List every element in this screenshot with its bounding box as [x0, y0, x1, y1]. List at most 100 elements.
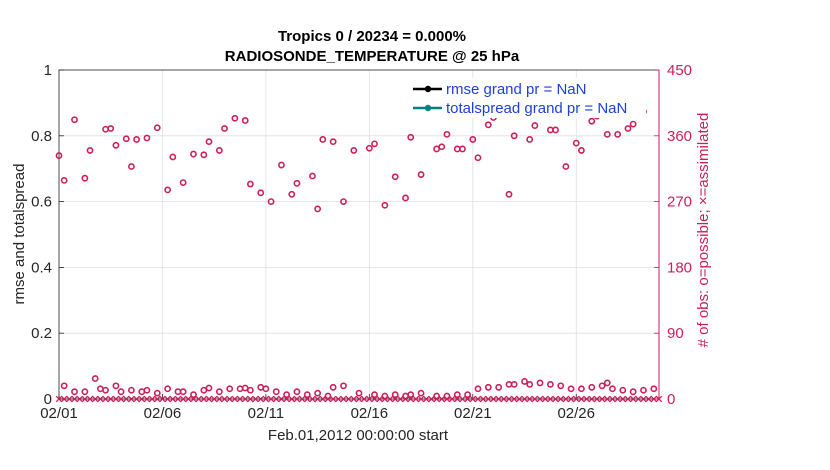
possible-small-point-63	[650, 385, 658, 393]
assimilated-point-80	[469, 395, 477, 403]
y-axis-left: 0 0.2 0.4 0.6 0.8 1	[31, 62, 64, 408]
possible-large-point-6	[107, 125, 115, 132]
possible-large-point-34	[350, 147, 358, 154]
y-left-tick-label-1: 0.2	[31, 325, 52, 342]
y-right-tick-label-1: 90	[667, 325, 684, 342]
possible-small-point-20	[236, 385, 244, 393]
possible-small-point-45	[484, 383, 492, 391]
possible-small-point-2	[81, 388, 89, 396]
assimilated-point-97	[557, 395, 564, 403]
plot-area	[58, 69, 660, 400]
assimilated-point-102	[583, 395, 590, 403]
possible-large-point-11	[143, 134, 151, 142]
assimilated-point-88	[510, 395, 518, 403]
possible-small-point-44	[474, 385, 482, 393]
assimilated-point-11	[112, 395, 120, 403]
possible-small-point-27	[293, 388, 301, 396]
possible-large-point-1	[60, 176, 68, 184]
legend-spread-marker	[424, 104, 432, 112]
possible-small-point-59	[609, 385, 616, 393]
assimilated-point-24	[179, 395, 187, 403]
possible-large-point-15	[179, 179, 187, 186]
possible-large-point-31	[319, 136, 327, 143]
possible-small-point-11	[153, 389, 161, 397]
possible-small-point-29	[314, 389, 322, 397]
possible-large-point-65	[629, 120, 637, 128]
assimilated-point-53	[329, 395, 337, 403]
assimilated-point-104	[593, 395, 601, 403]
possible-small-point-62	[640, 386, 647, 394]
assimilated-point-89	[516, 395, 523, 403]
assimilated-point-78	[459, 395, 466, 403]
assimilated-point-46	[293, 395, 301, 403]
possible-small-point-25	[272, 388, 280, 396]
possible-large-point-48	[474, 154, 482, 162]
assimilated-point-54	[335, 395, 342, 403]
assimilated-point-20	[159, 395, 166, 403]
possible-large-point-33	[340, 198, 347, 205]
possible-large-point-20	[221, 125, 228, 132]
possible-large-point-52	[510, 132, 518, 140]
assimilated-point-76	[448, 395, 456, 403]
x-tick-label-0: 02/01	[40, 405, 78, 422]
possible-large-point-41	[417, 171, 425, 178]
possible-large-point-39	[402, 194, 409, 202]
possible-large-point-47	[469, 136, 477, 143]
possible-large-point-35	[365, 144, 373, 152]
assimilated-point-45	[288, 395, 296, 403]
assimilated-point-107	[609, 395, 616, 403]
possible-small-point-43	[464, 391, 472, 399]
assimilated-point-25	[185, 395, 192, 403]
x-tick-label-2: 02/11	[248, 405, 284, 422]
assimilated-point-62	[376, 395, 383, 403]
y-left-tick-label-0: 0	[44, 391, 52, 408]
legend-box	[408, 78, 646, 118]
possible-small-point-0	[60, 382, 68, 390]
assimilated-point-15	[133, 395, 140, 403]
possible-small-point-58	[603, 379, 611, 387]
possible-large-point-24	[257, 189, 265, 197]
x-axis-label: Feb.01,2012 00:00:00 start	[268, 427, 449, 444]
assimilated-point-93	[536, 395, 544, 403]
possible-small-point-7	[117, 388, 125, 396]
y-right-tick-label-2: 180	[667, 259, 692, 276]
possible-small-point-3	[91, 375, 99, 382]
assimilated-point-27	[195, 395, 202, 403]
possible-large-point-9	[128, 163, 135, 170]
assimilated-point-6	[86, 395, 94, 403]
assimilated-point-69	[412, 395, 420, 403]
assimilated-point-7	[91, 395, 99, 403]
possible-large-point-17	[200, 151, 208, 159]
assimilated-point-92	[531, 395, 539, 403]
assimilated-point-9	[102, 395, 109, 403]
assimilated-point-94	[541, 395, 549, 403]
possible-large-point-3	[81, 174, 89, 182]
assimilated-point-57	[350, 395, 358, 403]
possible-large-point-8	[122, 135, 130, 143]
possible-small-point-49	[521, 378, 528, 385]
data-marks	[55, 108, 663, 403]
possible-large-point-46	[459, 145, 466, 153]
possible-large-point-64	[624, 125, 632, 132]
x-tick-label-4: 02/21	[454, 405, 492, 422]
possible-large-point-26	[278, 161, 285, 169]
assimilated-point-106	[604, 395, 611, 403]
assimilated-point-72	[428, 395, 435, 403]
assimilated-point-66	[397, 395, 404, 403]
possible-large-point-16	[190, 150, 197, 158]
assimilated-point-12	[117, 395, 125, 403]
assimilated-point-30	[210, 395, 218, 403]
possible-small-point-60	[619, 386, 627, 394]
y-right-tick-label-0: 0	[667, 391, 675, 408]
possible-large-point-12	[153, 124, 161, 132]
possible-large-point-27	[288, 190, 296, 198]
grid-lines	[58, 69, 659, 400]
possible-large-point-51	[505, 190, 513, 198]
assimilated-point-35	[236, 395, 244, 403]
assimilated-point-47	[298, 395, 306, 403]
assimilated-point-22	[169, 395, 177, 403]
assimilated-point-112	[635, 395, 642, 403]
possible-large-point-58	[572, 139, 580, 147]
possible-large-point-40	[407, 133, 415, 141]
legend-spread-label: totalspread grand pr = NaN	[446, 100, 627, 117]
